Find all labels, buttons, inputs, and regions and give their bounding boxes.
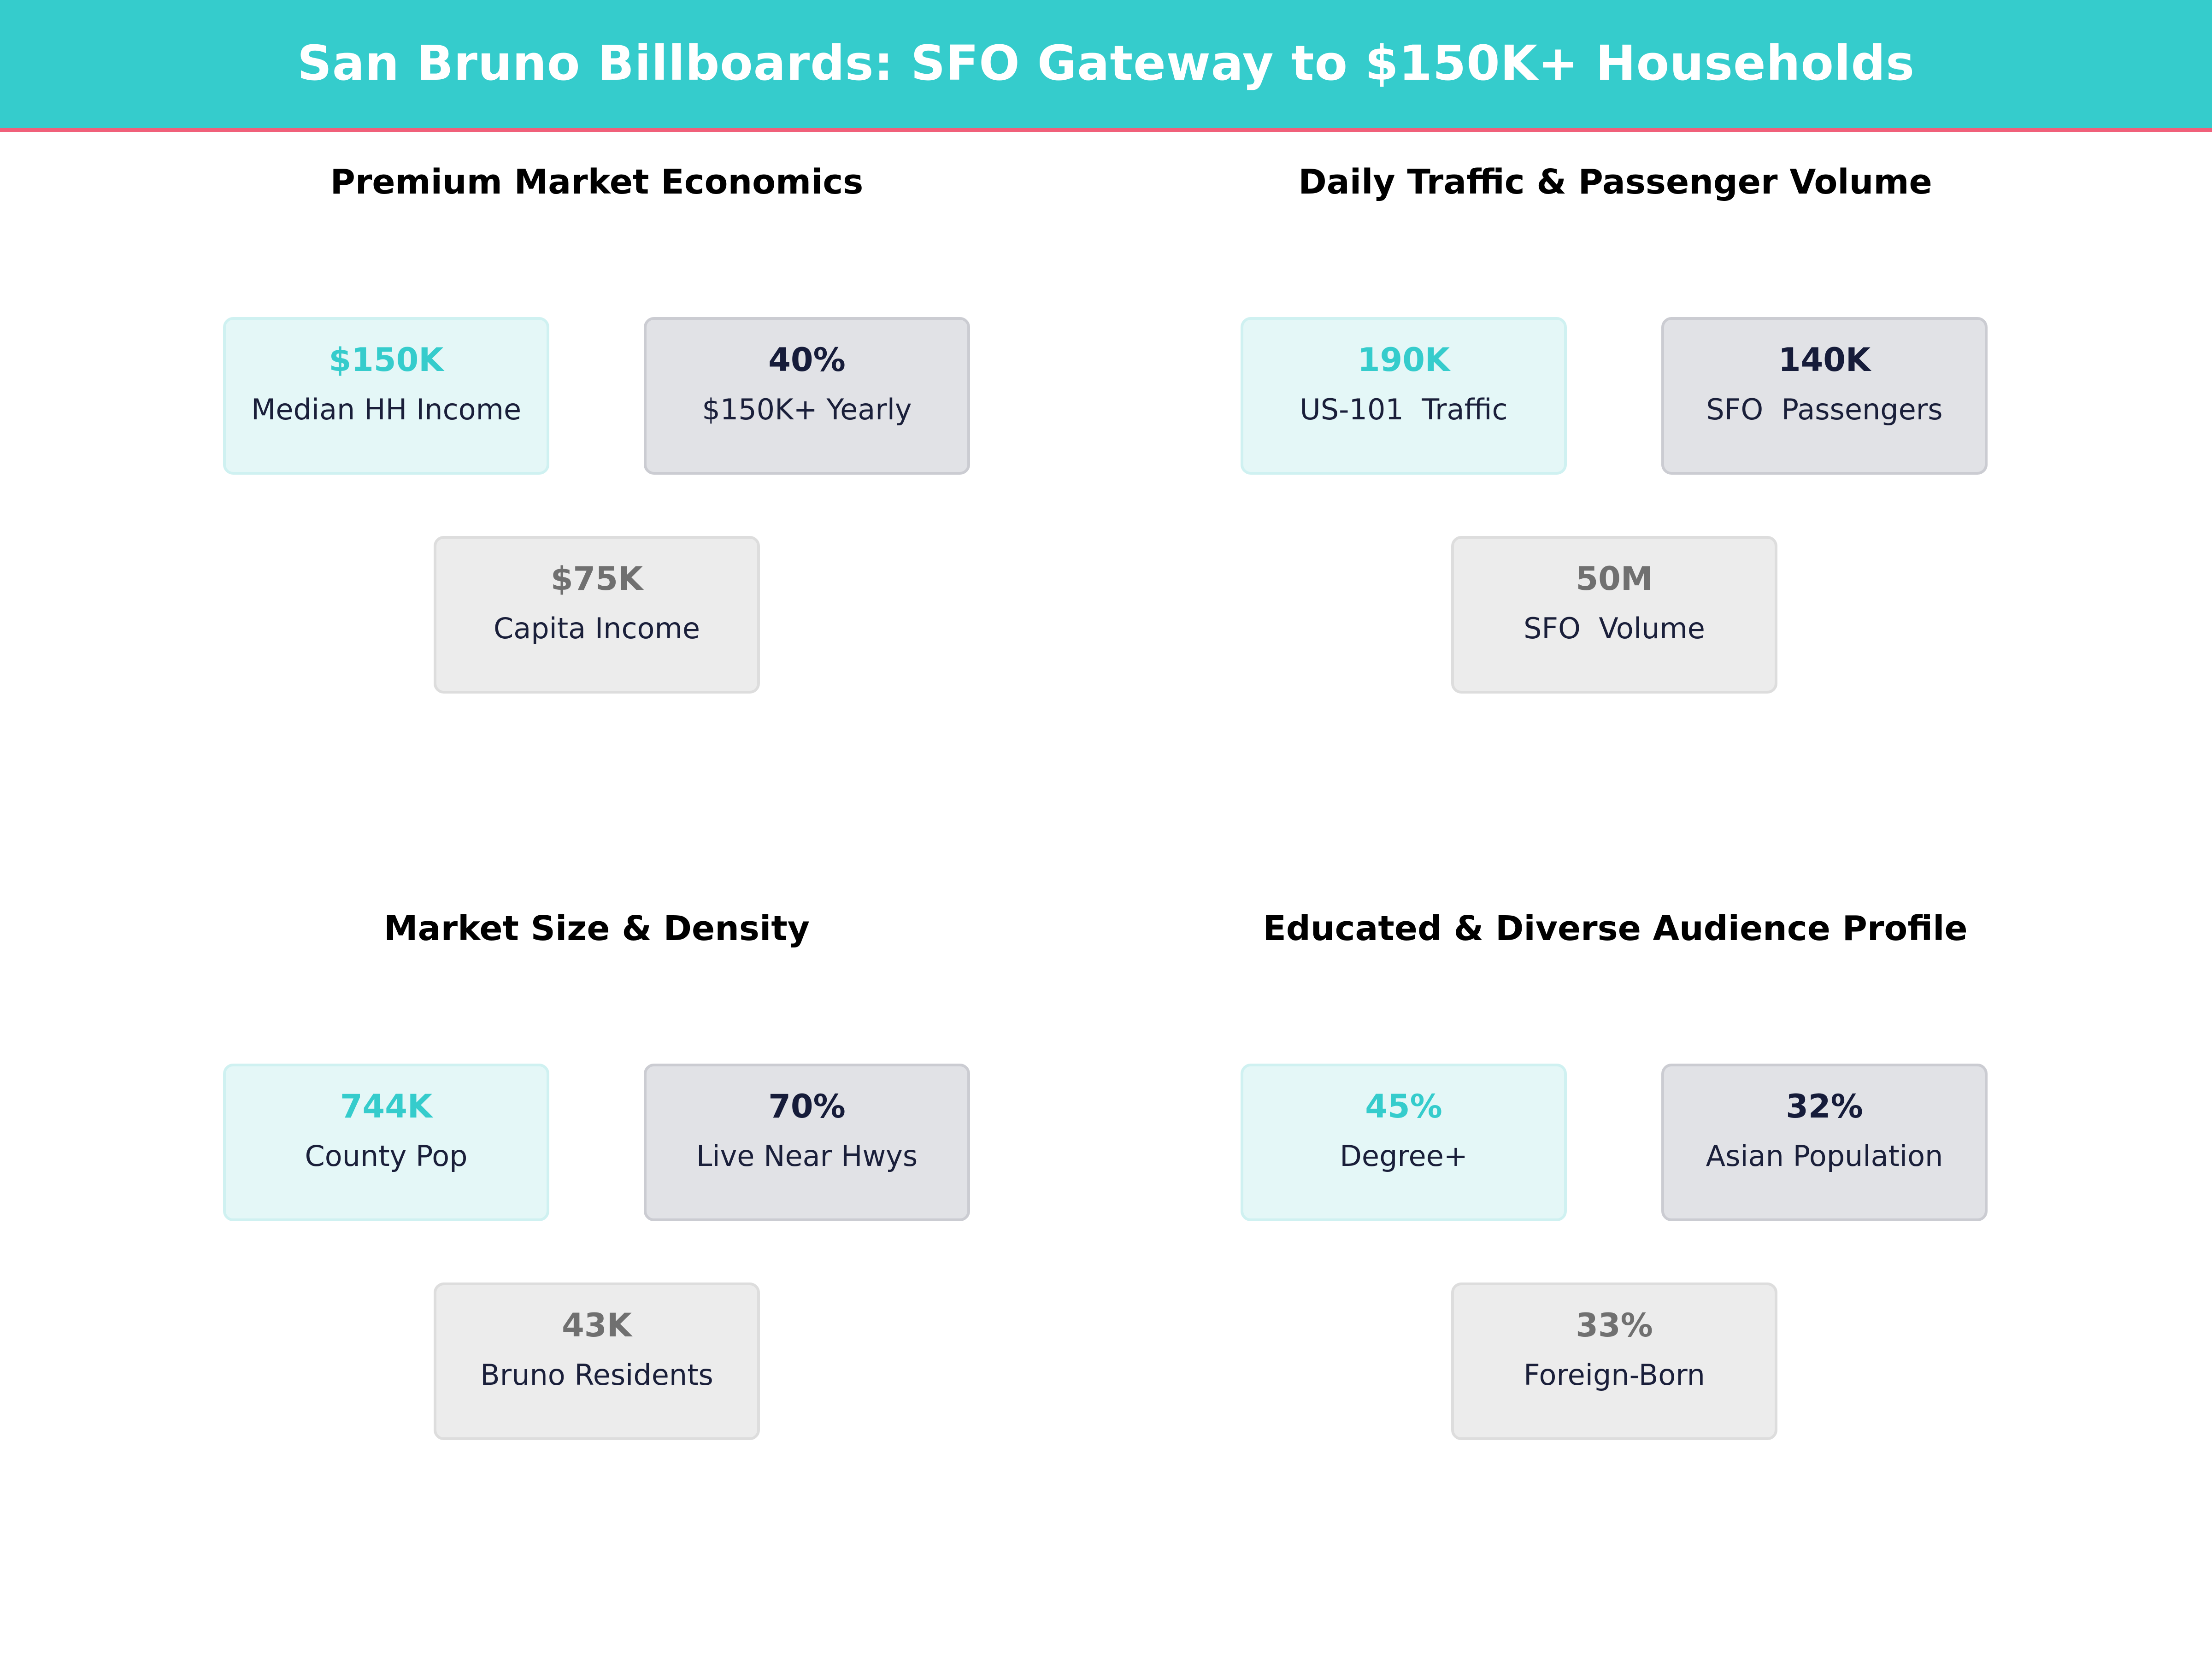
stat-label: Degree+: [1340, 1139, 1468, 1173]
stat-label: SFO Passengers: [1706, 393, 1943, 426]
stat-label: Capita Income: [493, 612, 700, 645]
stat-card-150k-yearly: 40% $150K+ Yearly: [644, 317, 970, 475]
section-title: Premium Market Economics: [330, 162, 864, 202]
stat-label: Foreign-Born: [1524, 1358, 1705, 1392]
stat-label: SFO Volume: [1524, 612, 1705, 645]
stat-card-sfo-passengers: 140K SFO Passengers: [1661, 317, 1988, 475]
stat-value: 70%: [768, 1088, 846, 1125]
header-accent-stripe: [0, 128, 2212, 132]
stat-label: Asian Population: [1706, 1139, 1943, 1173]
stat-label: $150K+ Yearly: [702, 393, 912, 426]
stat-card-degree-plus: 45% Degree+: [1241, 1064, 1567, 1221]
stat-card-asian-population: 32% Asian Population: [1661, 1064, 1988, 1221]
section-title: Market Size & Density: [384, 909, 810, 948]
stat-label: Bruno Residents: [480, 1358, 713, 1392]
stat-card-us101-traffic: 190K US-101 Traffic: [1241, 317, 1567, 475]
stat-value: $75K: [550, 560, 643, 598]
stat-card-foreign-born: 33% Foreign-Born: [1451, 1282, 1777, 1440]
stat-card-sfo-volume: 50M SFO Volume: [1451, 536, 1777, 694]
stat-value: 744K: [340, 1088, 433, 1125]
stat-value: 32%: [1786, 1088, 1863, 1125]
stat-value: 190K: [1357, 341, 1450, 379]
stat-label: Live Near Hwys: [696, 1139, 918, 1173]
stat-card-county-pop: 744K County Pop: [223, 1064, 549, 1221]
page-header: San Bruno Billboards: SFO Gateway to $15…: [0, 0, 2212, 128]
stat-value: 50M: [1576, 560, 1653, 598]
section-title: Daily Traffic & Passenger Volume: [1298, 162, 1932, 202]
stat-card-capita-income: $75K Capita Income: [434, 536, 760, 694]
stat-card-median-hh-income: $150K Median HH Income: [223, 317, 549, 475]
section-title: Educated & Diverse Audience Profile: [1263, 909, 1968, 948]
stat-card-live-near-hwys: 70% Live Near Hwys: [644, 1064, 970, 1221]
stat-value: $150K: [329, 341, 444, 379]
stat-label: US-101 Traffic: [1300, 393, 1508, 426]
stat-value: 40%: [768, 341, 846, 379]
stat-label: Median HH Income: [251, 393, 522, 426]
stat-value: 43K: [562, 1306, 632, 1344]
stat-card-bruno-residents: 43K Bruno Residents: [434, 1282, 760, 1440]
page-title: San Bruno Billboards: SFO Gateway to $15…: [297, 35, 1915, 91]
stat-value: 140K: [1778, 341, 1871, 379]
stat-label: County Pop: [305, 1139, 468, 1173]
stat-value: 33%: [1576, 1306, 1653, 1344]
stat-value: 45%: [1365, 1088, 1442, 1125]
